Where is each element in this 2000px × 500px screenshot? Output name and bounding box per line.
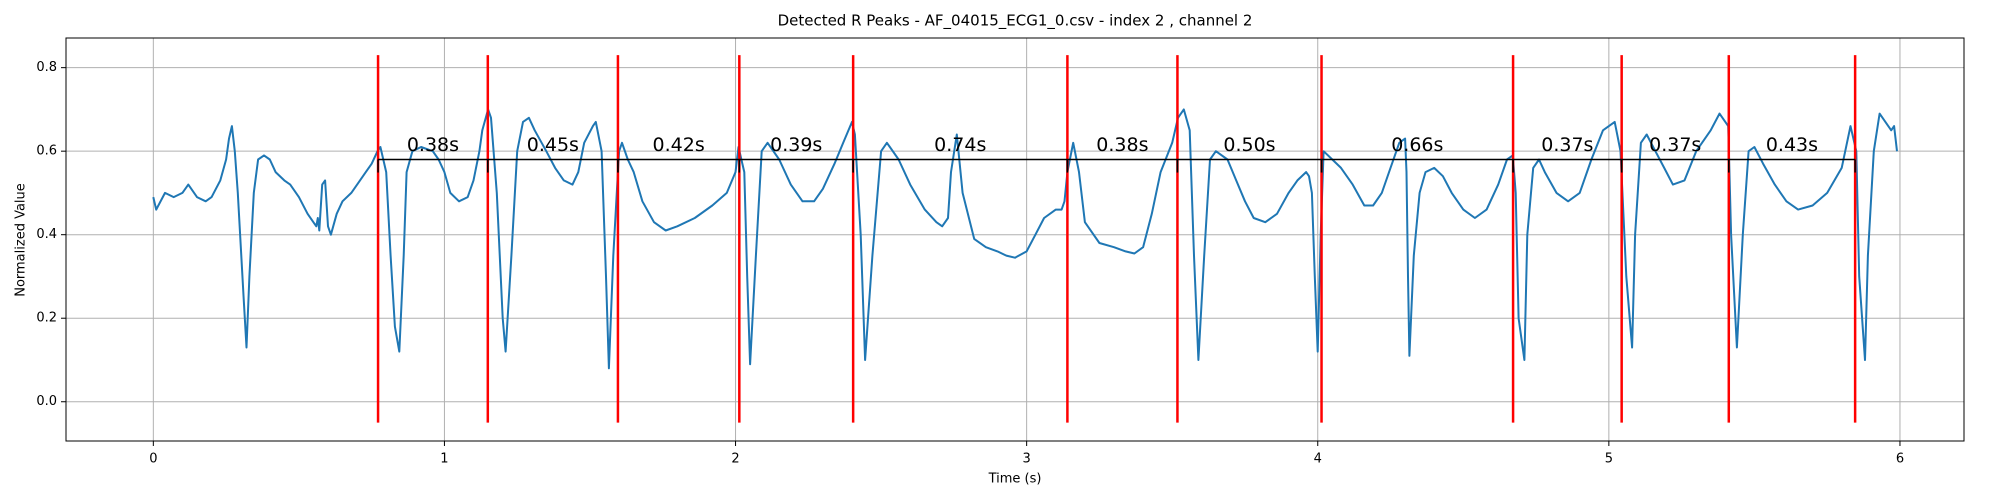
interval-label: 0.43s (1766, 134, 1818, 156)
y-axis-label: Normalized Value (14, 183, 29, 297)
x-axis-label: Time (s) (988, 472, 1042, 487)
interval-label: 0.38s (1096, 134, 1148, 156)
chart-title: Detected R Peaks - AF_04015_ECG1_0.csv -… (778, 12, 1253, 31)
interval-label: 0.42s (653, 134, 705, 156)
interval-label: 0.37s (1541, 134, 1593, 156)
y-tick-label: 0.0 (36, 394, 57, 409)
x-tick-label: 5 (1605, 452, 1613, 467)
x-tick-label: 3 (1023, 452, 1031, 467)
x-tick-label: 2 (731, 452, 739, 467)
y-tick-label: 0.4 (36, 227, 57, 242)
plot-frame (65, 37, 1965, 442)
interval-label: 0.74s (934, 134, 986, 156)
x-tick-label: 1 (440, 452, 448, 467)
interval-label: 0.45s (527, 134, 579, 156)
interval-label: 0.66s (1391, 134, 1443, 156)
ecg-line (152, 108, 1898, 370)
interval-label: 0.50s (1223, 134, 1275, 156)
y-tick-label: 0.8 (36, 60, 57, 75)
y-tick-label: 0.2 (36, 311, 57, 326)
x-tick-label: 4 (1314, 452, 1322, 467)
y-tick-label: 0.6 (36, 144, 57, 159)
x-tick-label: 6 (1896, 452, 1904, 467)
x-tick-label: 0 (149, 452, 157, 467)
interval-label: 0.38s (407, 134, 459, 156)
interval-label: 0.39s (770, 134, 822, 156)
interval-label: 0.37s (1649, 134, 1701, 156)
